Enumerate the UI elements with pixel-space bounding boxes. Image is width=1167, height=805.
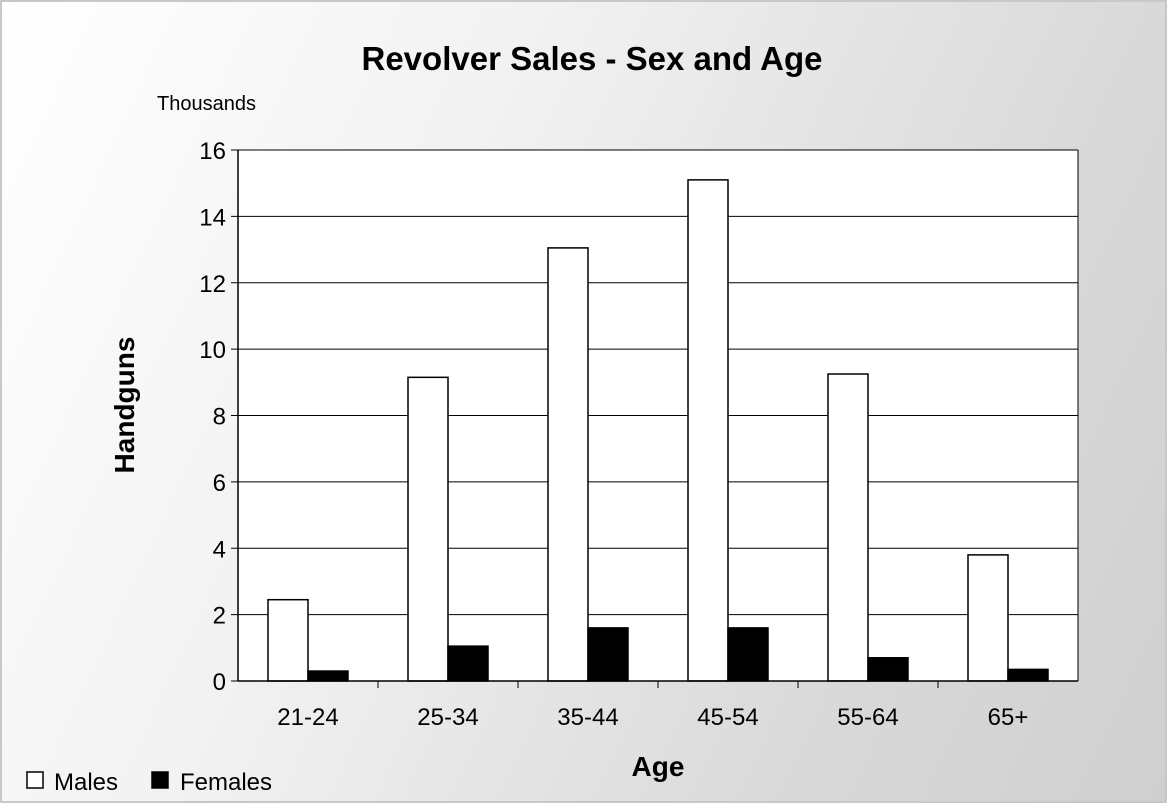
bars [267, 179, 1049, 682]
x-tick-label: 25-34 [417, 704, 478, 731]
bar-males-25-34 [407, 376, 449, 682]
y-tick-label: 16 [199, 138, 226, 165]
legend: Males Females [26, 769, 272, 796]
y-tick-label: 6 [213, 470, 226, 497]
bar-females-21-24 [307, 670, 349, 682]
bar-males-21-24 [267, 598, 309, 682]
bar-females-55-64 [867, 657, 909, 682]
y-tick-label: 8 [213, 404, 226, 431]
gridlines [238, 215, 1078, 616]
x-axis-title: Age [632, 751, 685, 782]
y-unit-label: Thousands [157, 93, 256, 115]
y-tick-label: 12 [199, 271, 226, 298]
bar-females-35-44 [587, 627, 629, 682]
x-tick-labels: 21-24 25-34 35-44 45-54 55-64 65+ [277, 704, 1028, 731]
bar-females-25-34 [447, 645, 489, 682]
x-tick-label: 21-24 [277, 704, 338, 731]
y-tick-label: 4 [213, 536, 226, 563]
y-tick-label: 2 [213, 603, 226, 630]
bar-males-65+ [967, 554, 1009, 682]
x-tick-label: 45-54 [697, 704, 758, 731]
legend-label-males: Males [54, 769, 118, 796]
bar-females-65+ [1007, 668, 1049, 682]
x-tick-label: 35-44 [557, 704, 618, 731]
x-tick-label: 55-64 [837, 704, 898, 731]
y-tick-label: 14 [199, 204, 226, 231]
y-axis-title: Handguns [109, 337, 140, 474]
legend-swatch-females [151, 771, 169, 789]
legend-label-females: Females [180, 769, 272, 796]
bar-females-45-54 [727, 627, 769, 682]
y-tick-label: 0 [213, 669, 226, 696]
chart-title: Revolver Sales - Sex and Age [362, 40, 823, 77]
legend-swatch-males [26, 771, 44, 789]
bar-males-35-44 [547, 247, 589, 682]
x-tick-label: 65+ [988, 704, 1029, 731]
axes [231, 149, 1079, 688]
bar-males-45-54 [687, 179, 729, 682]
y-tick-label: 10 [199, 337, 226, 364]
y-tick-labels: 0 2 4 6 8 10 12 14 16 [199, 138, 226, 696]
bar-males-55-64 [827, 373, 869, 682]
